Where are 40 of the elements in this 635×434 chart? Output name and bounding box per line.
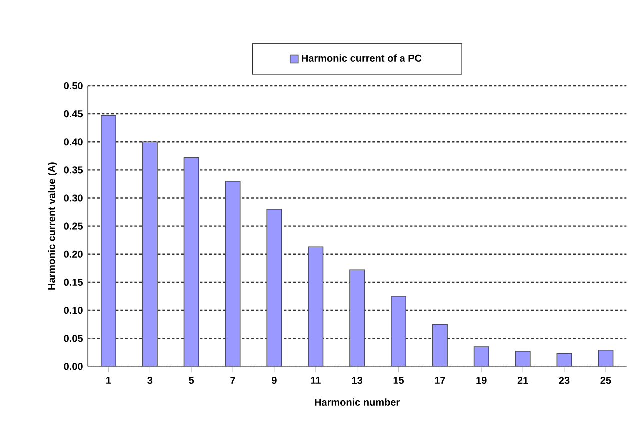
y-tick-label: 0.40 xyxy=(64,138,83,146)
bar xyxy=(515,351,531,367)
x-tick-label: 17 xyxy=(435,377,446,384)
legend-label: Harmonic current of a PC xyxy=(302,54,422,62)
x-tick-label: 1 xyxy=(106,377,112,384)
bar xyxy=(598,350,614,367)
x-tick-label: 3 xyxy=(148,377,153,384)
y-tick-label: 0.15 xyxy=(64,278,84,286)
bar xyxy=(266,209,282,367)
y-tick-label: 0.00 xyxy=(64,363,83,370)
x-tick-label: 13 xyxy=(352,377,363,384)
bar xyxy=(225,181,241,367)
x-tick-label: 23 xyxy=(559,377,570,384)
x-tick-label: 25 xyxy=(600,377,612,384)
bar xyxy=(100,115,116,367)
x-axis-title: Harmonic number xyxy=(315,398,400,406)
x-tick-label: 7 xyxy=(230,377,236,384)
y-tick-label: 0.20 xyxy=(64,250,83,258)
y-tick-label: 0.30 xyxy=(64,194,83,202)
bar xyxy=(432,324,448,367)
bar xyxy=(391,296,407,367)
x-tick-label: 9 xyxy=(272,377,277,384)
bar xyxy=(556,353,572,367)
y-tick-label: 0.35 xyxy=(64,166,84,174)
bar xyxy=(142,142,158,367)
x-tick-label: 5 xyxy=(189,377,194,384)
bar xyxy=(474,346,490,367)
bar xyxy=(350,270,366,367)
x-tick-label: 15 xyxy=(394,377,404,384)
bar xyxy=(184,157,200,367)
x-tick-label: 11 xyxy=(311,377,321,384)
y-tick-label: 0.10 xyxy=(64,306,83,314)
y-tick-label: 0.45 xyxy=(64,110,84,118)
x-tick-label: 19 xyxy=(476,377,487,384)
y-tick-label: 0.25 xyxy=(64,222,84,230)
y-axis-title: Harmonic current value (A) xyxy=(48,162,58,290)
y-tick-label: 0.05 xyxy=(64,335,84,342)
x-tick-label: 21 xyxy=(518,377,528,384)
bar xyxy=(308,246,324,367)
y-tick-label: 0.50 xyxy=(64,82,83,90)
